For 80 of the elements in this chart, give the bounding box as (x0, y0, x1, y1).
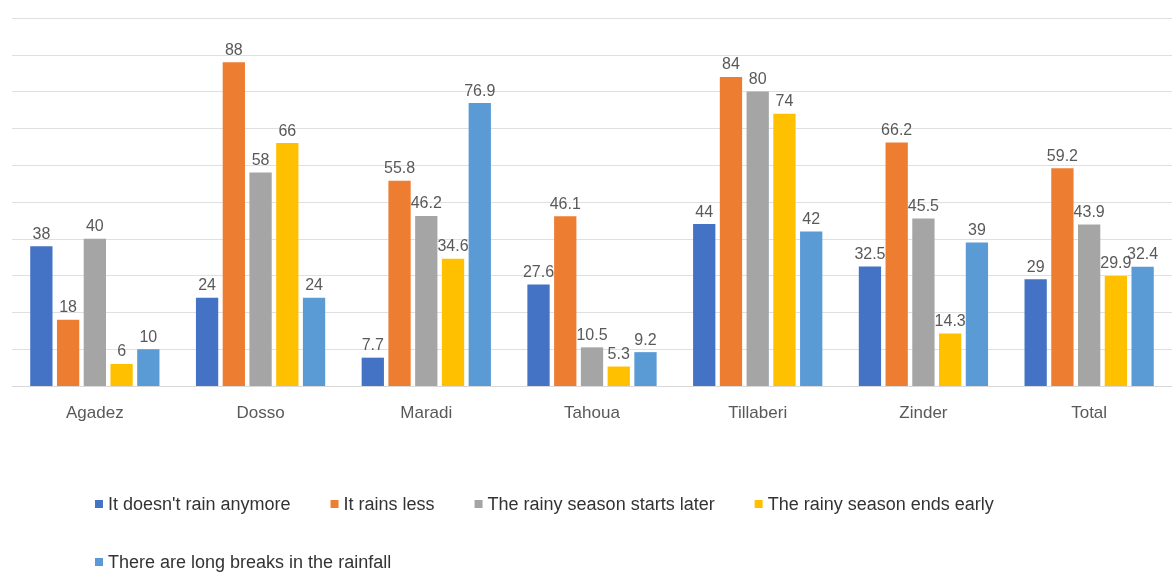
legend-label: The rainy season ends early (767, 494, 994, 514)
data-label: 74 (775, 92, 794, 110)
bar (885, 142, 908, 386)
data-label: 80 (748, 70, 767, 88)
data-label: 38 (32, 224, 51, 242)
data-label: 39 (968, 220, 986, 238)
data-label: 5.3 (607, 345, 630, 362)
data-label: 42 (802, 209, 821, 227)
data-label: 6 (117, 342, 127, 360)
bar (1024, 279, 1047, 386)
bar (276, 143, 299, 386)
bar (773, 113, 796, 386)
data-label: 34.6 (437, 237, 469, 255)
x-tick-label: Tillaberi (728, 403, 788, 422)
data-label: 7.7 (361, 336, 385, 354)
data-label: 66.2 (881, 120, 913, 138)
x-tick-label: Dosso (236, 403, 285, 422)
legend-label: It rains less (343, 494, 435, 514)
bar (800, 231, 823, 386)
bar (137, 349, 160, 386)
legend-label: There are long breaks in the rainfall (108, 552, 392, 572)
data-label: 88 (224, 40, 243, 58)
bar (693, 224, 716, 386)
bar (110, 363, 133, 386)
data-label: 18 (59, 298, 78, 316)
data-label: 10.5 (576, 325, 608, 343)
bar (56, 319, 80, 386)
bar (195, 297, 219, 386)
bar (580, 347, 604, 386)
bar (468, 103, 491, 386)
data-label: 43.9 (1073, 202, 1105, 220)
bar (83, 238, 106, 386)
bar (719, 76, 743, 386)
x-tick-label: Maradi (400, 403, 453, 422)
bar (554, 216, 577, 386)
data-label: 10 (139, 327, 158, 345)
data-label: 27.6 (522, 262, 555, 280)
data-label: 76.9 (464, 81, 496, 99)
bar (249, 172, 272, 386)
bar (1131, 266, 1154, 386)
bar (302, 297, 326, 386)
data-label: 44 (695, 202, 714, 220)
data-label: 24 (198, 276, 217, 294)
bar (858, 266, 882, 386)
data-label: 46.2 (410, 194, 442, 212)
bar (1051, 168, 1074, 386)
bar (607, 366, 630, 386)
bar (746, 91, 769, 386)
data-label: 59.2 (1046, 146, 1079, 164)
bar (1104, 275, 1128, 386)
x-tick-label: Total (1071, 403, 1108, 422)
data-label: 46.1 (549, 194, 581, 212)
data-label: 55.8 (383, 159, 416, 177)
data-label: 45.5 (907, 197, 940, 215)
bar (965, 242, 989, 386)
data-label: 58 (251, 151, 270, 169)
data-label: 32.5 (854, 244, 886, 262)
legend-label: The rainy season starts later (487, 494, 715, 514)
bar (1078, 224, 1101, 386)
x-tick-label: Agadez (66, 403, 124, 422)
bar (30, 246, 53, 386)
legend-label: It doesn't rain anymore (108, 494, 291, 514)
data-label: 9.2 (634, 330, 657, 348)
x-tick-label: Zinder (899, 403, 948, 422)
data-label: 29 (1026, 257, 1045, 275)
bar (361, 357, 384, 386)
bar (415, 215, 438, 386)
bar (222, 62, 245, 386)
data-label: 40 (85, 217, 104, 235)
bar (939, 333, 962, 386)
bar (441, 258, 465, 386)
data-label: 84 (722, 55, 740, 73)
bar (634, 352, 657, 386)
data-label: 24 (305, 276, 324, 294)
bar (912, 218, 935, 386)
x-tick-label: Tahoua (564, 403, 621, 422)
bar (388, 180, 411, 386)
data-label: 66 (278, 121, 297, 139)
data-label: 14.3 (934, 311, 966, 329)
bar (527, 284, 550, 386)
